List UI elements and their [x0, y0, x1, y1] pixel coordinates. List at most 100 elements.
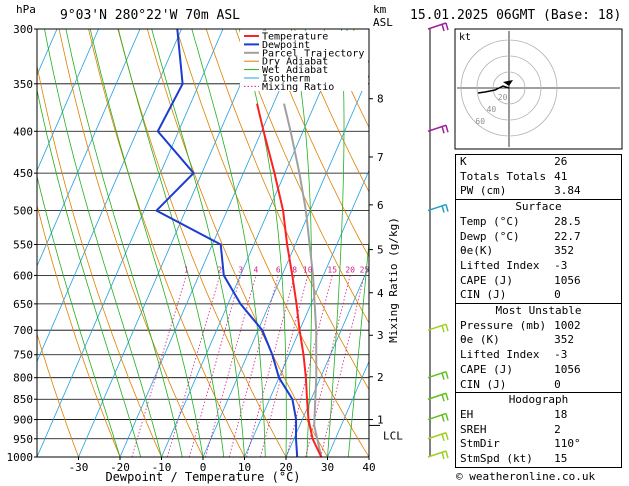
index-label: CAPE (J) [460, 273, 513, 287]
pressure-tick-label: 800 [13, 372, 33, 385]
wet-adiabat-line [347, 236, 369, 457]
index-row: θe (K) 352 [456, 333, 621, 348]
wind-barb-flag [445, 432, 449, 440]
mixing-ratio-label: 2 [217, 265, 222, 274]
isotherm-line [37, 29, 224, 457]
wind-barb-flag [445, 413, 449, 421]
wind-barb-flag [445, 22, 449, 31]
mixing-ratio-label: 4 [254, 265, 259, 274]
dry-adiabat-line [264, 29, 369, 258]
index-row: Temp (°C) 28.5 [456, 215, 621, 230]
hodograph-unit-label: kt [459, 32, 471, 43]
temperature-tick-label: 40 [362, 461, 375, 474]
pressure-tick-label: 400 [13, 125, 33, 138]
index-section-title: Surface [456, 199, 621, 215]
wind-barb [427, 323, 449, 333]
wind-barb [427, 432, 449, 441]
index-label: CIN (J) [460, 377, 507, 391]
mixing-ratio-label: 15 [327, 265, 337, 274]
height-km-label: 4 [377, 287, 384, 300]
index-value: 28.5 [554, 214, 581, 228]
mixing-ratio-line [167, 275, 221, 457]
dry-adiabat-line [235, 29, 369, 324]
isotherm-line [327, 360, 369, 457]
index-value: 18 [554, 407, 568, 421]
pressure-tick-label: 1000 [7, 451, 34, 464]
height-km-label: 3 [377, 329, 384, 342]
height-km-label: 7 [377, 151, 384, 164]
hodograph-ring [492, 71, 526, 105]
hodograph-frame [454, 28, 623, 150]
wet-adiabat-line [37, 174, 121, 457]
wet-adiabat-line [44, 29, 162, 457]
pressure-unit-label: hPa [16, 3, 36, 16]
mixing-ratio-axis-label: Mixing Ratio (g/kg) [387, 217, 400, 343]
mixing-ratio-label: 10 [303, 265, 313, 274]
mixing-ratio-line [320, 275, 365, 457]
wind-barb-flag [441, 433, 445, 441]
index-label: θe (K) [460, 333, 500, 347]
index-row: Pressure (mb) 1002 [456, 319, 621, 334]
isotherm-line [119, 29, 307, 457]
index-value: 110° [554, 437, 581, 451]
wind-barb-flag [445, 450, 449, 459]
mixing-ratio-label: 20 [345, 265, 355, 274]
index-row: Totals Totals 41 [456, 170, 621, 185]
dewpoint-line [154, 29, 299, 457]
wet-adiabat-line [89, 29, 204, 457]
pressure-tick-label: 950 [13, 433, 33, 446]
dry-adiabat-line [58, 29, 204, 457]
mixing-ratio-line [305, 275, 351, 457]
pressure-tick-label: 650 [13, 298, 33, 311]
wind-barb-staff [427, 124, 447, 132]
hodograph-trace [477, 85, 510, 94]
hodograph-ring-label: 40 [487, 105, 497, 114]
index-label: EH [460, 407, 474, 421]
dry-adiabat-line [88, 29, 245, 457]
wind-barb-flag [445, 323, 449, 332]
hodograph-ring-label: 60 [475, 117, 485, 126]
index-label: Pressure (mb) [460, 318, 547, 332]
index-label: StmDir [460, 437, 500, 451]
hodograph-ring [460, 39, 558, 137]
mixing-ratio-label: 6 [276, 265, 281, 274]
wind-barb-flag [445, 204, 449, 212]
isotherm-line [161, 29, 348, 457]
temperature-tick-label: -30 [69, 461, 89, 474]
copyright-footer: © weatheronline.co.uk [456, 470, 596, 483]
pressure-tick-label: 750 [13, 349, 33, 362]
wind-barb-flag [441, 205, 445, 213]
dry-adiabat-line [37, 64, 162, 457]
parcel-trajectory-line [283, 103, 323, 457]
wind-barb [427, 412, 449, 422]
mixing-ratio-label: 8 [292, 265, 297, 274]
wet-adiabat-line [191, 29, 266, 457]
index-row: CIN (J) 0 [456, 288, 621, 303]
index-value: 352 [554, 244, 574, 258]
mixing-ratio-label: 25 [360, 265, 370, 274]
mixing-ratio-line [131, 275, 187, 457]
index-row: Lifted Index -3 [456, 348, 621, 363]
mixing-ratio-line [189, 275, 241, 457]
pressure-tick-label: 550 [13, 238, 33, 251]
wind-barb-staff [427, 392, 447, 400]
index-value: 1002 [554, 318, 581, 332]
index-row: StmDir 110° [456, 437, 621, 452]
temperature-tick-label: -20 [110, 461, 130, 474]
wind-barb [427, 22, 449, 32]
mixing-ratio-line [205, 275, 257, 457]
legend-label: Isotherm [262, 74, 310, 85]
wind-barb-flag [441, 372, 445, 380]
index-row: SREH 2 [456, 423, 621, 438]
height-km-label: 8 [377, 93, 384, 106]
temperature-tick-label: 30 [321, 461, 334, 474]
legend-label: Wet Adiabat [262, 65, 328, 76]
wind-barb-staff [427, 370, 447, 379]
wet-adiabat-line [238, 29, 287, 457]
index-row: Dewp (°C) 22.7 [456, 230, 621, 245]
pressure-tick-label: 450 [13, 167, 33, 180]
wind-barb [427, 392, 449, 402]
index-row: PW (cm) 3.84 [456, 184, 621, 199]
wind-barb-flag [445, 125, 449, 133]
dry-adiabat-line [37, 203, 121, 457]
